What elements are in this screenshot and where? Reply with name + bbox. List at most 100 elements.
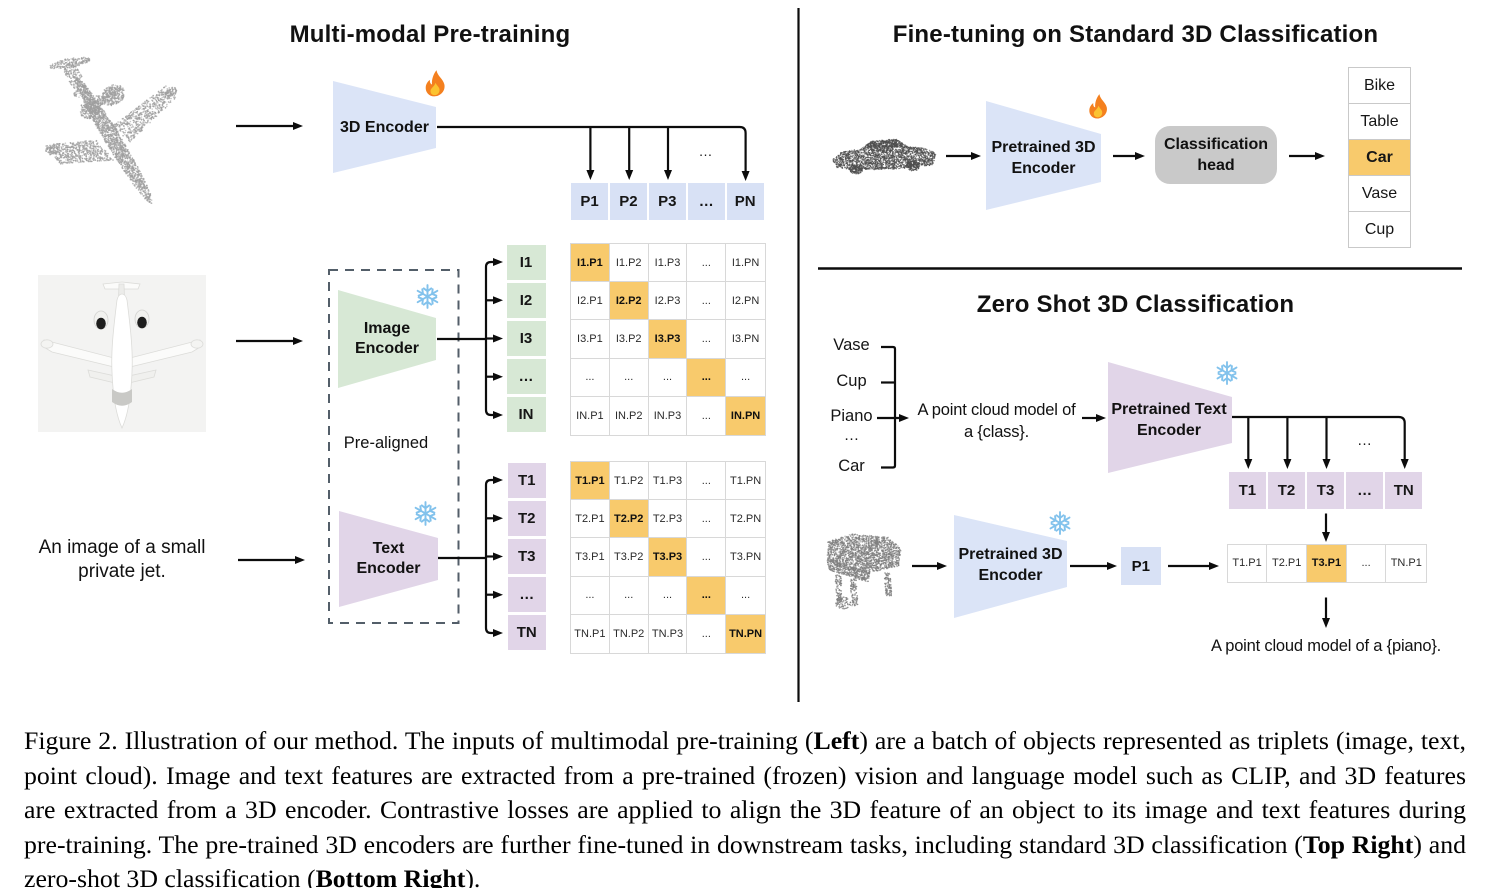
pretraining-title: Multi-modal Pre-training	[289, 21, 571, 48]
matrix-cell: ...	[687, 614, 727, 653]
ellipsis-t: …	[1357, 432, 1373, 449]
i-col-cell: I2	[506, 282, 546, 318]
matrix-cell: ...	[609, 358, 649, 397]
matrix-cell: I1.P2	[609, 244, 649, 283]
i-col-cell: I3	[506, 320, 546, 357]
matrix-cell: I2.PN	[726, 282, 765, 321]
pretrained-text-encoder-shape	[1108, 362, 1232, 473]
flow-arrows	[236, 122, 1409, 637]
matrix-cell: ...	[687, 538, 727, 577]
matrix-cell: T2.P3	[648, 500, 688, 539]
matrix-cell: ...	[726, 359, 765, 397]
matrix-cell: I1.PN	[726, 244, 765, 283]
pretrained-3d-encoder-label: Pretrained 3D Encoder	[991, 139, 1096, 177]
caption-segment: ) are a batch of objects represented as …	[859, 726, 1466, 755]
matrix-cell: I3.P3	[648, 320, 688, 359]
text-point-similarity-matrix: T1.P1 T1.P2 T1.P3 ... T1.PN T2.P1 T2.P2 …	[570, 461, 766, 654]
p-row-cell: …	[687, 182, 725, 220]
airplane-point-cloud	[45, 56, 178, 204]
matrix-cell: IN.PN	[726, 396, 765, 435]
caption-segment: ) and	[1413, 829, 1466, 859]
classification-head-label: Classification head	[1163, 136, 1269, 174]
snowflake-icon	[1049, 512, 1072, 534]
prompt-text: A point cloud model of a {class}.	[917, 401, 1076, 441]
t-feature-column: T1 T2 T3 … TN	[507, 462, 546, 653]
ellipsis-p: …	[698, 143, 714, 159]
matrix-cell: TN.PN	[726, 614, 765, 653]
text-encoder-label: Text Encoder	[356, 540, 421, 577]
matrix-cell: TN.P1	[571, 614, 610, 653]
class-table-cell: Car	[1349, 140, 1410, 176]
result-row-cell: T3.P1	[1307, 544, 1347, 582]
matrix-cell: ...	[687, 500, 727, 539]
class-table: Bike Table Car Vase Cup	[1348, 67, 1411, 248]
image-encoder-label: Image Encoder	[354, 320, 419, 357]
matrix-cell: IN.P3	[649, 396, 688, 435]
t-col-cell: …	[507, 577, 546, 613]
p-row-cell: P2	[609, 182, 647, 220]
caption-segment: Figure 2. Illustration of our method. Th…	[24, 726, 814, 755]
zeroshot-class-label: Car	[838, 456, 865, 475]
caption-line: zero-shot 3D classification (Bottom Righ…	[24, 862, 1466, 888]
pretrained-text-encoder-label: Pretrained Text Encoder	[1111, 401, 1227, 439]
car-point-cloud	[832, 138, 937, 175]
similarity-result-row: T1.P1 T2.P1 T3.P1 ... TN.P1	[1226, 543, 1428, 583]
p1-cell: P1	[1120, 547, 1161, 585]
finetune-title: Fine-tuning on Standard 3D Classificatio…	[892, 21, 1379, 48]
caption-segment: are extracted from a 3D encoder. Contras…	[24, 795, 1466, 825]
caption-segment: Left	[813, 726, 860, 755]
image-encoder-shape	[338, 290, 436, 388]
matrix-cell: T2.P2	[609, 500, 649, 539]
t-col-cell: T1	[507, 462, 546, 498]
caption-segment: Bottom Right	[315, 864, 466, 888]
caption-line: are extracted from a 3D encoder. Contras…	[24, 793, 1466, 828]
caption-segment: point cloud). Image and text features ar…	[24, 760, 1466, 790]
caption-segment: pre-training. The pre-trained 3D encoder…	[24, 829, 1303, 859]
result-row-cell: TN.P1	[1390, 557, 1422, 570]
pretrained-3d-encoder-shape	[986, 101, 1101, 210]
matrix-cell: I2.P2	[609, 282, 649, 321]
matrix-cell: T1.P3	[648, 462, 688, 501]
zt-row-cell: T1	[1228, 471, 1267, 510]
t-col-cell: T3	[507, 538, 546, 575]
3d-encoder-shape	[333, 81, 436, 173]
zt-row-cell: TN	[1385, 471, 1423, 510]
matrix-cell: T3.P3	[648, 538, 688, 577]
zt-row-cell: T2	[1267, 471, 1306, 510]
snowflake-icon	[1216, 362, 1239, 384]
zeroshot-title: Zero Shot 3D Classification	[976, 291, 1295, 318]
matrix-cell: ...	[687, 396, 727, 435]
t-col-cell: TN	[507, 615, 546, 651]
caption-line: point cloud). Image and text features ar…	[24, 759, 1466, 794]
matrix-cell: T1.PN	[726, 462, 765, 501]
matrix-cell: I1.P1	[571, 244, 610, 283]
matrix-cell: ...	[687, 462, 727, 501]
p-row-cell: P1	[571, 182, 609, 220]
p-row-cell: P3	[648, 182, 686, 220]
result-row-cell: ...	[1347, 544, 1387, 582]
matrix-cell: ...	[726, 577, 765, 615]
matrix-cell: ...	[687, 320, 727, 359]
result-row-cell: T1.P1	[1228, 544, 1268, 582]
t-col-cell: T2	[507, 500, 546, 536]
matrix-cell: ...	[648, 576, 688, 615]
caption-segment: zero-shot 3D classification (	[24, 864, 316, 888]
matrix-cell: ...	[687, 358, 727, 397]
zeroshot-class-label: Vase	[833, 336, 870, 354]
matrix-cell: I2.P3	[648, 282, 688, 321]
matrix-cell: ...	[571, 576, 610, 615]
zeroshot-class-label: Piano	[830, 407, 873, 425]
matrix-cell: I2.P1	[571, 282, 610, 321]
p-feature-row: P1 P2 P3 … PN	[571, 182, 766, 220]
class-table-cell: Bike	[1349, 68, 1410, 104]
zt-row-cell: T3	[1306, 471, 1345, 510]
matrix-cell: T1.P1	[571, 462, 610, 501]
matrix-cell: T3.P1	[571, 538, 610, 577]
i-feature-column: I1 I2 I3 … IN	[506, 244, 546, 435]
image-point-similarity-matrix: I1.P1 I1.P2 I1.P3 ... I1.PN I2.P1 I2.P2 …	[570, 243, 766, 436]
text-encoder-shape	[339, 511, 438, 607]
matrix-cell: I3.P2	[609, 320, 649, 359]
matrix-cell: T2.P1	[571, 500, 610, 539]
flame-icon	[1089, 94, 1107, 119]
zeroshot-class-label: Cup	[836, 371, 867, 390]
